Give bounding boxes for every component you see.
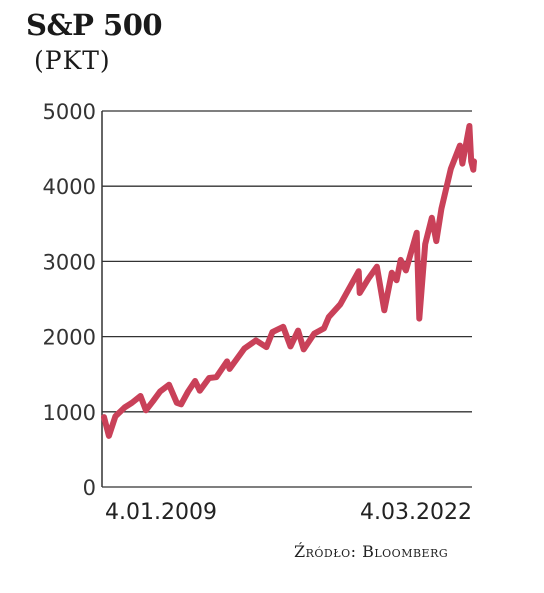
- y-tick-label-1000: 1000: [43, 401, 96, 425]
- chart-title: S&P 500: [26, 8, 163, 42]
- y-tick-label-0: 0: [83, 476, 96, 500]
- chart-subtitle: (PKT): [34, 46, 111, 75]
- y-tick-label-5000: 5000: [43, 100, 96, 124]
- y-axis-ticks: 0 1000 2000 3000 4000 5000: [43, 100, 96, 500]
- y-tick-label-3000: 3000: [43, 250, 96, 274]
- x-tick-label-start: 4.01.2009: [105, 500, 217, 525]
- series-line: [101, 123, 477, 439]
- y-tick-label-4000: 4000: [43, 175, 96, 199]
- x-tick-label-end: 4.03.2022: [360, 500, 472, 525]
- source-note: Źródło: Bloomberg: [294, 542, 449, 561]
- y-tick-label-2000: 2000: [43, 326, 96, 350]
